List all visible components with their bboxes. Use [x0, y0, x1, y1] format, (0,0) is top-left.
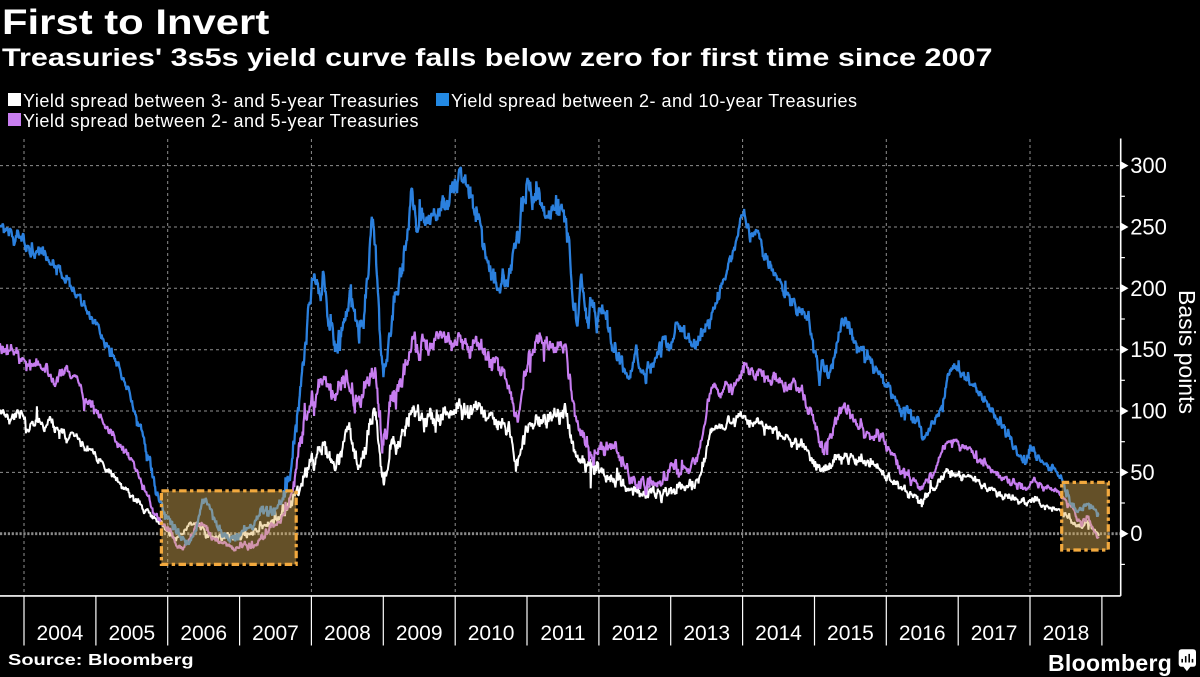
svg-text:2013: 2013: [683, 622, 730, 645]
svg-text:2006: 2006: [180, 622, 227, 645]
svg-text:2011: 2011: [540, 622, 585, 645]
svg-text:2017: 2017: [971, 622, 1018, 645]
svg-text:100: 100: [1130, 399, 1167, 424]
svg-text:50: 50: [1130, 460, 1154, 485]
svg-text:250: 250: [1130, 214, 1167, 239]
svg-text:2016: 2016: [899, 622, 946, 645]
svg-text:300: 300: [1130, 153, 1167, 178]
svg-text:150: 150: [1130, 337, 1167, 362]
svg-text:2009: 2009: [396, 622, 443, 645]
svg-text:0: 0: [1130, 521, 1142, 546]
svg-text:200: 200: [1130, 276, 1167, 301]
svg-text:2005: 2005: [108, 622, 155, 645]
svg-text:2018: 2018: [1043, 622, 1090, 645]
svg-text:2007: 2007: [252, 622, 299, 645]
svg-text:2014: 2014: [755, 622, 802, 645]
svg-text:2015: 2015: [827, 622, 874, 645]
svg-text:2004: 2004: [37, 622, 84, 645]
svg-text:2008: 2008: [324, 622, 371, 645]
svg-text:2010: 2010: [468, 622, 515, 645]
svg-text:Basis points: Basis points: [1174, 290, 1200, 414]
svg-text:2012: 2012: [611, 622, 658, 645]
